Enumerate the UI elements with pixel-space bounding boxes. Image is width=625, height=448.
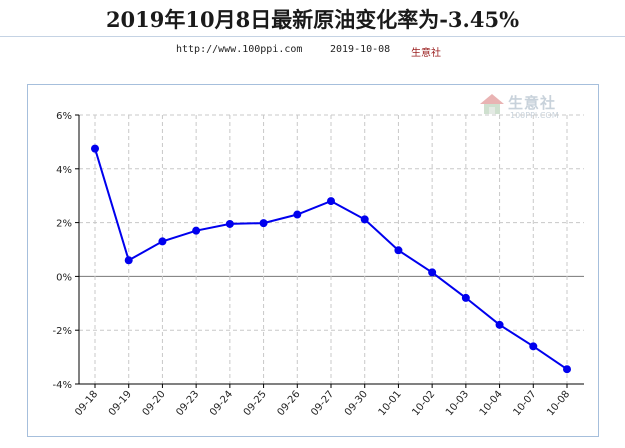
data-point (394, 246, 403, 255)
chart-title: 2019年10月8日最新原油变化率为-3.45% (105, 7, 520, 32)
y-tick-label: 4% (56, 165, 72, 176)
data-point (225, 219, 234, 228)
y-tick-label: -4% (53, 380, 72, 391)
title-divider (0, 36, 625, 37)
data-point (259, 219, 268, 228)
y-tick-label: -2% (53, 326, 72, 337)
x-tick-label: 09-26 (275, 389, 302, 418)
x-tick-label: 09-19 (107, 389, 134, 418)
data-point (563, 365, 571, 374)
data-point (124, 256, 133, 265)
x-tick-label: 09-25 (242, 389, 269, 418)
data-point (461, 293, 470, 302)
x-tick-label: 09-24 (208, 389, 235, 418)
y-tick-label: 6% (56, 111, 72, 122)
source-brand[interactable]: 生意社 (411, 48, 441, 59)
data-point (91, 144, 99, 153)
x-tick-label: 10-02 (410, 389, 437, 418)
house-logo-icon (480, 94, 504, 114)
x-tick-label: 10-03 (444, 389, 471, 418)
x-tick-label: 09-27 (309, 389, 336, 418)
data-point (158, 237, 167, 246)
x-tick-label: 10-08 (545, 389, 572, 418)
data-point (192, 226, 201, 235)
data-point (529, 342, 538, 351)
y-tick-label: 2% (56, 219, 72, 230)
x-tick-label: 10-07 (511, 389, 538, 418)
y-tick-label: 0% (56, 272, 72, 283)
chart-frame (27, 84, 599, 437)
data-point (327, 197, 335, 206)
data-point (293, 210, 302, 219)
x-tick-label: 10-01 (377, 389, 404, 418)
source-line: http://www.100ppi.com 2019-10-08 生意社 (0, 44, 625, 60)
source-date: 2019-10-08 (330, 44, 391, 55)
x-tick-label: 09-23 (174, 389, 201, 418)
source-url[interactable]: http://www.100ppi.com (176, 44, 303, 55)
x-tick-label: 09-30 (343, 389, 370, 418)
data-point (360, 215, 369, 224)
watermark-name: 生意社 (508, 94, 557, 112)
data-point (428, 268, 437, 277)
x-tick-label: 09-18 (73, 389, 100, 418)
x-tick-label: 10-04 (478, 389, 505, 418)
data-point (495, 320, 504, 329)
x-tick-label: 09-20 (141, 389, 168, 418)
